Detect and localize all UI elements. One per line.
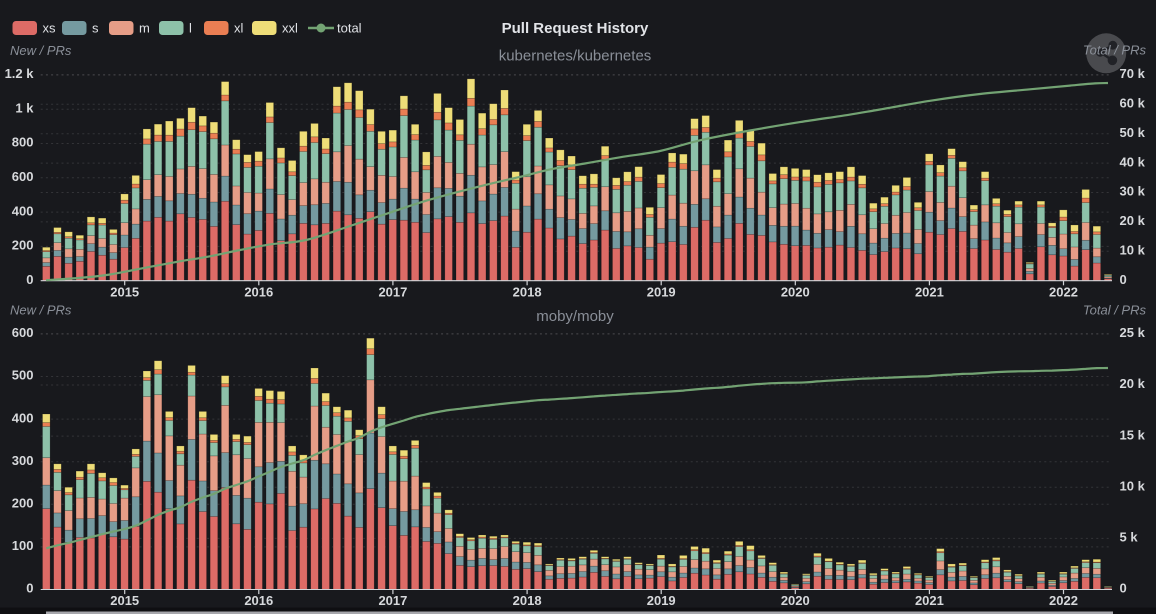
- svg-text:Total / PRs: Total / PRs: [1083, 303, 1147, 318]
- svg-text:2015: 2015: [110, 285, 139, 300]
- svg-text:20 k: 20 k: [1120, 376, 1146, 391]
- svg-text:2019: 2019: [647, 593, 676, 608]
- svg-text:300: 300: [12, 453, 34, 468]
- svg-text:xxl: xxl: [282, 21, 298, 36]
- svg-text:1.2 k: 1.2 k: [5, 66, 35, 81]
- svg-text:total: total: [337, 21, 362, 36]
- svg-text:0: 0: [26, 272, 33, 287]
- svg-text:600: 600: [12, 169, 34, 184]
- svg-text:0: 0: [1120, 272, 1127, 287]
- svg-text:1 k: 1 k: [15, 100, 34, 115]
- svg-text:2017: 2017: [378, 593, 407, 608]
- svg-text:2020: 2020: [781, 285, 810, 300]
- svg-text:2018: 2018: [513, 285, 542, 300]
- svg-text:2019: 2019: [647, 285, 676, 300]
- svg-text:600: 600: [12, 325, 34, 340]
- svg-text:2022: 2022: [1049, 285, 1078, 300]
- svg-text:0: 0: [1120, 581, 1127, 596]
- svg-text:2018: 2018: [513, 593, 542, 608]
- svg-text:2021: 2021: [915, 593, 944, 608]
- svg-text:60 k: 60 k: [1120, 96, 1146, 111]
- svg-text:0: 0: [26, 581, 33, 596]
- svg-text:m: m: [139, 21, 150, 36]
- svg-text:2017: 2017: [378, 285, 407, 300]
- svg-text:xl: xl: [234, 21, 244, 36]
- svg-text:2022: 2022: [1049, 593, 1078, 608]
- svg-text:2016: 2016: [244, 285, 273, 300]
- svg-text:2020: 2020: [781, 593, 810, 608]
- svg-text:50 k: 50 k: [1120, 125, 1146, 140]
- svg-text:15 k: 15 k: [1120, 427, 1146, 442]
- svg-text:800: 800: [12, 135, 34, 150]
- svg-text:20 k: 20 k: [1120, 213, 1146, 228]
- svg-text:25 k: 25 k: [1120, 325, 1146, 340]
- svg-text:100: 100: [12, 538, 34, 553]
- svg-text:2015: 2015: [110, 593, 139, 608]
- svg-text:10 k: 10 k: [1120, 479, 1146, 494]
- svg-text:New / PRs: New / PRs: [10, 43, 72, 58]
- svg-text:5 k: 5 k: [1120, 530, 1139, 545]
- svg-text:s: s: [92, 21, 99, 36]
- svg-text:kubernetes/kubernetes: kubernetes/kubernetes: [499, 48, 652, 65]
- svg-text:New / PRs: New / PRs: [10, 303, 72, 318]
- svg-text:l: l: [189, 21, 192, 36]
- svg-text:200: 200: [12, 238, 34, 253]
- svg-text:400: 400: [12, 410, 34, 425]
- svg-text:200: 200: [12, 496, 34, 511]
- svg-text:30 k: 30 k: [1120, 184, 1146, 199]
- svg-text:2016: 2016: [244, 593, 273, 608]
- svg-text:xs: xs: [43, 21, 57, 36]
- svg-text:400: 400: [12, 203, 34, 218]
- svg-text:70 k: 70 k: [1120, 66, 1146, 81]
- svg-text:moby/moby: moby/moby: [536, 308, 614, 325]
- svg-text:Pull Request History: Pull Request History: [502, 20, 649, 37]
- svg-text:Total / PRs: Total / PRs: [1083, 43, 1147, 58]
- svg-text:10 k: 10 k: [1120, 243, 1146, 258]
- svg-text:2021: 2021: [915, 285, 944, 300]
- svg-text:500: 500: [12, 368, 34, 383]
- svg-text:40 k: 40 k: [1120, 154, 1146, 169]
